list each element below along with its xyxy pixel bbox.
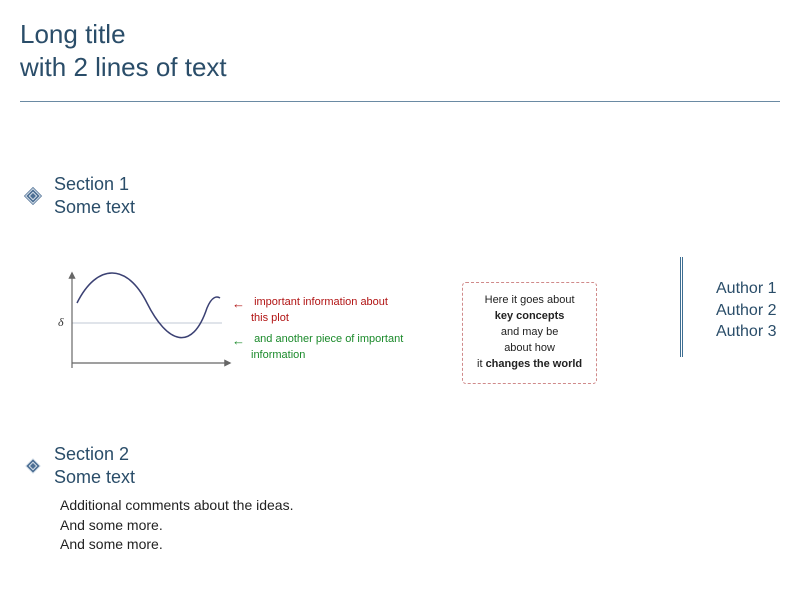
section-1-header: Section 1 Some text: [22, 173, 135, 218]
annotation-green: ← and another piece of important informa…: [232, 333, 403, 363]
annot-red-l2: this plot: [251, 312, 289, 324]
section-2-title: Section 2 Some text: [54, 443, 135, 488]
callout-line: key concepts: [477, 309, 582, 325]
arrow-left-icon: ←: [232, 333, 245, 349]
title-line2: with 2 lines of text: [20, 51, 780, 84]
vertical-divider: [680, 257, 683, 357]
annot-green-l2: information: [251, 349, 305, 361]
section-2-title-line2: Some text: [54, 466, 135, 489]
author-name: Author 3: [716, 321, 776, 343]
title-divider: [20, 101, 780, 102]
section-1: Section 1 Some text: [22, 173, 135, 218]
callout-box: Here it goes aboutkey conceptsand may be…: [462, 282, 597, 384]
comment-line: And some more.: [60, 516, 293, 536]
callout-line: Here it goes about: [477, 293, 582, 309]
author-list: Author 1Author 2Author 3: [716, 278, 776, 343]
section-2: Section 2 Some text: [22, 443, 135, 488]
diamond-icon: [22, 185, 44, 207]
section-2-header: Section 2 Some text: [22, 443, 135, 488]
delta-label: δ: [58, 315, 64, 330]
title-block: Long title with 2 lines of text: [0, 0, 800, 95]
comment-line: And some more.: [60, 535, 293, 555]
section-1-title-line1: Section 1: [54, 173, 135, 196]
author-name: Author 2: [716, 300, 776, 322]
section-2-comments: Additional comments about the ideas.And …: [60, 496, 293, 555]
callout-line: and may be: [477, 325, 582, 341]
section-2-title-line1: Section 2: [54, 443, 135, 466]
section-1-title-line2: Some text: [54, 196, 135, 219]
annot-red-l1: important information about: [254, 296, 388, 308]
author-name: Author 1: [716, 278, 776, 300]
plot-svg: [62, 268, 232, 378]
title-line1: Long title: [20, 18, 780, 51]
diamond-icon: [22, 455, 44, 477]
arrow-left-icon: ←: [232, 296, 245, 312]
comment-line: Additional comments about the ideas.: [60, 496, 293, 516]
annot-green-l1: and another piece of important: [254, 333, 403, 345]
annotation-red: ← important information about this plot: [232, 296, 388, 326]
plot: δ: [62, 268, 232, 378]
section-1-title: Section 1 Some text: [54, 173, 135, 218]
callout-line: about how: [477, 341, 582, 357]
callout-line: it changes the world: [477, 357, 582, 373]
